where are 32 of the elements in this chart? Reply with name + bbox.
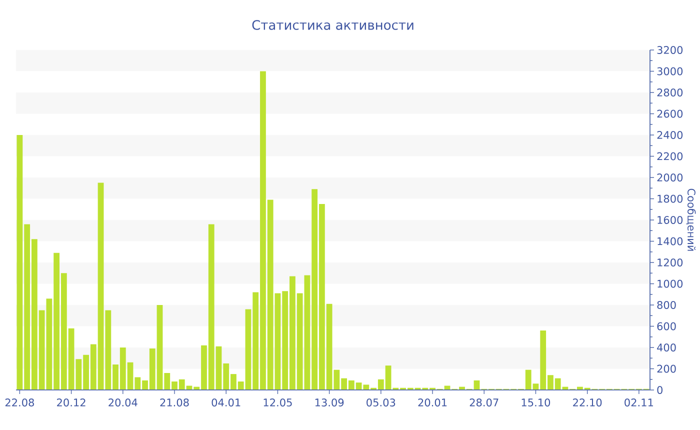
x-tick-label: 05.03 bbox=[366, 398, 396, 406]
y-tick-label: 600 bbox=[657, 322, 676, 330]
y-axis-title: Сообщений bbox=[686, 188, 696, 251]
y-tick-label: 800 bbox=[657, 301, 676, 309]
y-tick-label: 2400 bbox=[657, 131, 683, 139]
x-tick-label: 02.11 bbox=[624, 398, 653, 406]
y-tick-label: 1800 bbox=[658, 194, 683, 203]
x-tick-label: 12.05 bbox=[264, 398, 292, 406]
y-tick-label: 1000 bbox=[658, 280, 683, 288]
y-tick-label: 0 bbox=[657, 386, 662, 394]
x-tick-label: 21.08 bbox=[160, 398, 189, 406]
chart-title: Статистика активности bbox=[252, 20, 414, 30]
x-tick-label: 20.12 bbox=[57, 398, 86, 406]
x-tick-label: 22.10 bbox=[573, 398, 602, 406]
y-tick-label: 1400 bbox=[658, 237, 683, 246]
y-tick-label: 1200 bbox=[658, 258, 683, 266]
y-tick-label: 3200 bbox=[657, 46, 683, 54]
x-tick-label: 13.09 bbox=[315, 398, 344, 406]
y-tick-label: 1600 bbox=[658, 216, 683, 224]
x-tick-label: 22.08 bbox=[5, 398, 34, 406]
x-tick-label: 04.01 bbox=[212, 398, 240, 406]
y-tick-label: 2200 bbox=[657, 152, 683, 160]
x-tick-label: 15.10 bbox=[522, 398, 550, 406]
y-tick-label: 200 bbox=[657, 364, 676, 373]
y-tick-label: 2600 bbox=[657, 110, 683, 118]
y-tick-label: 3000 bbox=[657, 67, 683, 76]
y-tick-label: 400 bbox=[657, 344, 676, 352]
x-tick-label: 28.07 bbox=[470, 398, 498, 406]
y-tick-label: 2800 bbox=[657, 88, 683, 96]
x-tick-label: 20.01 bbox=[418, 398, 447, 406]
y-tick-label: 2000 bbox=[657, 174, 683, 182]
x-tick-label: 20.04 bbox=[108, 398, 138, 406]
